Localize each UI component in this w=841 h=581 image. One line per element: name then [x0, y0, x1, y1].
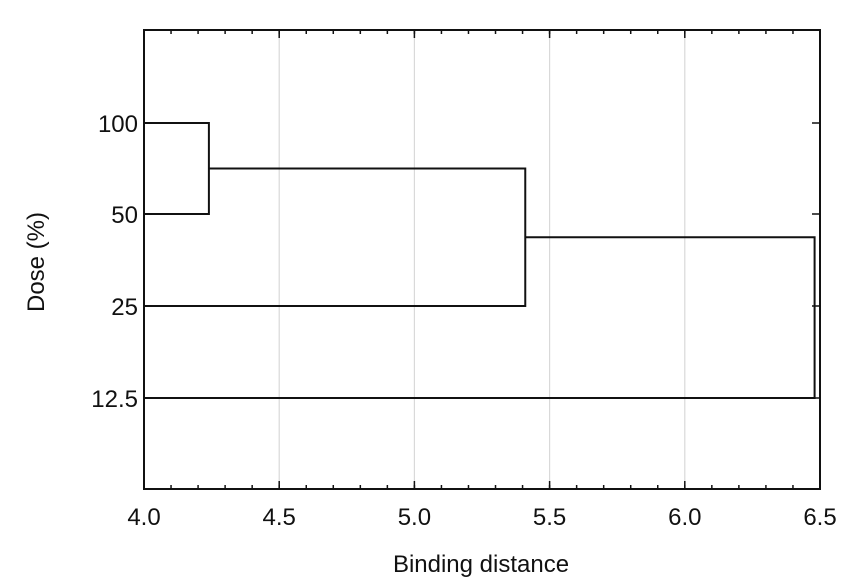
x-tick-labels: 4.0 4.5 5.0 5.5 6.0 6.5 [127, 504, 836, 531]
dendrogram-links [144, 122, 816, 399]
y-tick-label: 100 [98, 111, 138, 138]
x-tick-label: 4.5 [263, 504, 296, 531]
dendrogram-link [144, 167, 527, 307]
x-tick-label: 5.5 [533, 504, 566, 531]
dendrogram-link [144, 236, 816, 399]
y-tick-label: 50 [111, 202, 138, 229]
axis-ticks [143, 30, 821, 489]
dendrogram-link [144, 122, 210, 215]
y-tick-label: 25 [111, 294, 138, 321]
plot-frame [143, 29, 821, 490]
x-axis-label: Binding distance [393, 551, 569, 578]
y-tick-label: 12.5 [91, 386, 138, 413]
y-tick-labels: 100 50 25 12.5 [91, 111, 138, 413]
x-tick-label: 5.0 [398, 504, 431, 531]
grid-lines [278, 30, 686, 489]
x-tick-label: 4.0 [127, 504, 160, 531]
x-tick-label: 6.0 [668, 504, 701, 531]
y-axis-label: Dose (%) [23, 212, 50, 312]
x-tick-label: 6.5 [803, 504, 836, 531]
